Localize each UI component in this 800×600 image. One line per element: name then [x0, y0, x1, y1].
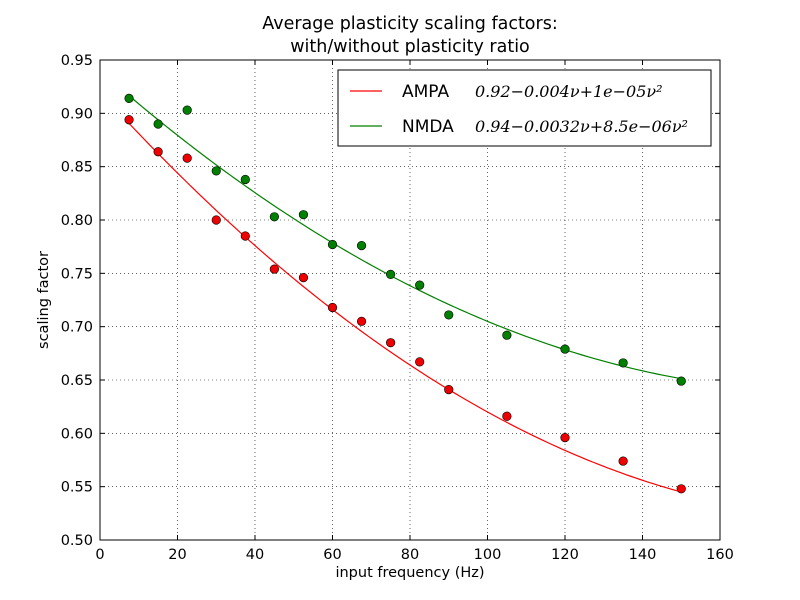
data-point-ampa: [327, 302, 338, 313]
x-tick-label: 40: [246, 547, 264, 563]
y-tick-label: 0.70: [61, 320, 93, 336]
data-point-ampa: [153, 147, 163, 157]
data-point-ampa: [124, 115, 134, 125]
data-point-ampa: [386, 338, 396, 348]
data-point-nmda: [502, 330, 512, 340]
data-point-nmda: [327, 239, 338, 250]
data-point-ampa: [298, 273, 309, 283]
data-point-ampa: [502, 411, 512, 421]
x-tick-label: 60: [323, 547, 341, 563]
y-tick-label: 0.50: [61, 533, 93, 549]
legend-equation-nmda: 0.94−0.0032ν+8.5e−06ν²: [475, 117, 688, 136]
fit-curve-ampa: [128, 122, 682, 493]
data-point-ampa: [444, 385, 454, 395]
data-point-ampa: [356, 316, 367, 326]
y-tick-label: 0.95: [61, 53, 93, 69]
x-tick-label: 160: [706, 547, 734, 563]
data-point-ampa: [269, 264, 279, 274]
y-tick-label: 0.75: [61, 266, 93, 282]
data-point-nmda: [560, 344, 570, 354]
x-tick-label: 140: [629, 547, 657, 563]
data-point-ampa: [618, 456, 628, 466]
data-point-nmda: [386, 269, 396, 280]
chart-title-line-2: with/without plasticity ratio: [290, 37, 530, 57]
data-point-ampa: [676, 484, 686, 494]
x-tick-label: 100: [474, 547, 502, 563]
data-point-ampa: [240, 231, 250, 241]
data-point-ampa: [211, 215, 221, 225]
legend: AMPA 0.92−0.004ν+1e−05ν² NMDA 0.94−0.003…: [337, 69, 712, 147]
legend-label-ampa: AMPA: [402, 82, 449, 102]
y-axis-title: scaling factor: [36, 251, 52, 349]
fit-curves: [128, 95, 682, 493]
y-tick-label: 0.60: [61, 426, 93, 442]
data-point-nmda: [240, 174, 250, 185]
data-point-nmda: [153, 119, 163, 129]
data-point-nmda: [356, 241, 367, 251]
x-tick-label: 20: [168, 547, 186, 563]
y-tick-label: 0.55: [61, 480, 93, 496]
data-point-nmda: [211, 166, 221, 176]
y-tick-label: 0.80: [61, 213, 93, 229]
x-tick-label: 80: [401, 547, 419, 563]
data-point-nmda: [415, 280, 425, 290]
data-point-ampa: [182, 153, 192, 163]
chart-title-line-1: Average plasticity scaling factors:: [262, 14, 557, 34]
y-tick-label: 0.65: [61, 373, 93, 389]
data-point-nmda: [298, 210, 309, 220]
legend-equation-ampa: 0.92−0.004ν+1e−05ν²: [475, 82, 663, 101]
data-point-nmda: [124, 93, 134, 103]
data-point-ampa: [560, 433, 570, 443]
fit-curve-nmda: [128, 95, 682, 380]
data-point-nmda: [182, 105, 192, 115]
x-tick-label: 0: [95, 547, 104, 563]
y-tick-label: 0.85: [61, 160, 93, 176]
data-point-nmda: [444, 310, 454, 320]
x-tick-label: 120: [551, 547, 579, 563]
axis-ticks: 0 20 40 60 80 100 120 140 160 0.50 0.55 0.60 0.65 0.7…: [61, 53, 734, 563]
x-axis-title: input frequency (Hz): [335, 565, 484, 581]
legend-frame: [337, 69, 712, 147]
y-tick-label: 0.90: [61, 106, 93, 122]
legend-label-nmda: NMDA: [402, 117, 454, 137]
data-point-nmda: [269, 212, 279, 222]
data-point-nmda: [618, 358, 628, 368]
data-markers: [124, 93, 686, 494]
data-point-ampa: [415, 357, 425, 367]
data-point-nmda: [676, 376, 686, 386]
